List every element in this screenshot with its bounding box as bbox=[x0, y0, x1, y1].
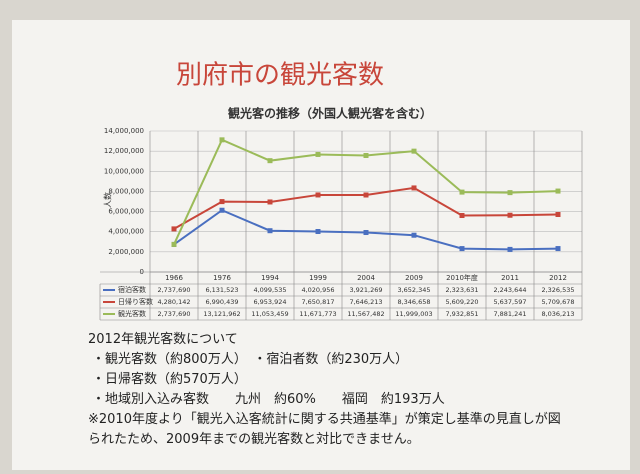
point-marker bbox=[363, 192, 369, 198]
y-tick-label: 12,000,000 bbox=[104, 147, 144, 155]
note: ・日帰客数（約570万人） bbox=[92, 372, 247, 387]
point-marker bbox=[219, 199, 225, 205]
table-cell: 3,921,269 bbox=[349, 286, 382, 294]
table-cell: 8,036,213 bbox=[541, 310, 574, 318]
x-tick-label: 2010年度 bbox=[446, 273, 478, 282]
legend-label: 日帰り客数 bbox=[118, 297, 153, 306]
point-marker bbox=[411, 148, 417, 154]
table-cell: 6,131,523 bbox=[205, 286, 238, 294]
table-cell: 13,121,962 bbox=[203, 310, 240, 318]
table-cell: 5,637,597 bbox=[493, 298, 526, 306]
table-cell: 11,053,459 bbox=[251, 310, 288, 318]
table-cell: 6,953,924 bbox=[253, 298, 286, 306]
table-cell: 4,020,956 bbox=[301, 286, 334, 294]
legend-label: 宿泊客数 bbox=[118, 285, 146, 294]
y-tick-label: 8,000,000 bbox=[108, 187, 144, 195]
x-tick-label: 1966 bbox=[165, 274, 183, 282]
table-cell: 11,671,773 bbox=[299, 310, 336, 318]
point-marker bbox=[507, 246, 513, 252]
table-cell: 11,567,482 bbox=[347, 310, 384, 318]
point-marker bbox=[555, 211, 561, 217]
table-cell: 2,737,690 bbox=[157, 286, 190, 294]
table-cell: 5,709,678 bbox=[541, 298, 574, 306]
point-marker bbox=[411, 232, 417, 238]
point-marker bbox=[363, 230, 369, 236]
x-tick-label: 2012 bbox=[549, 274, 567, 282]
note: ※2010年度より「観光入込客統計に関する共通基準」が策定し基準の見直しが図られ… bbox=[88, 412, 561, 447]
point-marker bbox=[459, 246, 465, 252]
table-cell: 2,737,690 bbox=[157, 310, 190, 318]
table-cell: 7,646,213 bbox=[349, 298, 382, 306]
y-tick-label: 4,000,000 bbox=[108, 228, 144, 236]
point-marker bbox=[267, 199, 273, 205]
point-marker bbox=[171, 226, 177, 232]
table-cell: 4,099,535 bbox=[253, 286, 286, 294]
table-cell: 5,609,220 bbox=[445, 298, 478, 306]
table-cell: 11,999,003 bbox=[395, 310, 432, 318]
x-tick-label: 2004 bbox=[357, 274, 375, 282]
point-marker bbox=[507, 212, 513, 218]
y-axis-label: 人数 bbox=[103, 192, 113, 208]
legend-label: 観光客数 bbox=[118, 309, 146, 318]
table-cell: 7,881,241 bbox=[493, 310, 526, 318]
point-marker bbox=[219, 207, 225, 213]
table-cell: 7,932,851 bbox=[445, 310, 478, 318]
point-marker bbox=[267, 228, 273, 234]
point-marker bbox=[315, 151, 321, 157]
page-title: 別府市の観光客数 bbox=[176, 61, 384, 91]
point-marker bbox=[315, 229, 321, 235]
y-tick-label: 10,000,000 bbox=[104, 167, 144, 175]
note: ・地域別入込み客数 九州 約60% 福岡 約193万人 bbox=[92, 392, 445, 407]
table-cell: 2,323,631 bbox=[445, 286, 478, 294]
point-marker bbox=[507, 190, 513, 196]
y-tick-label: 14,000,000 bbox=[104, 127, 144, 135]
x-tick-label: 1976 bbox=[213, 274, 231, 282]
paper bbox=[12, 20, 630, 470]
point-marker bbox=[267, 158, 273, 164]
x-tick-label: 2009 bbox=[405, 274, 423, 282]
point-marker bbox=[315, 192, 321, 198]
table-cell: 7,650,817 bbox=[301, 298, 334, 306]
note: 2012年観光客数について bbox=[88, 332, 238, 347]
chart-title: 観光客の推移（外国人観光客を含む） bbox=[228, 106, 432, 121]
point-marker bbox=[555, 188, 561, 194]
table-cell: 4,280,142 bbox=[157, 298, 190, 306]
point-marker bbox=[219, 137, 225, 143]
x-tick-label: 2011 bbox=[501, 274, 519, 282]
table-cell: 3,652,345 bbox=[397, 286, 430, 294]
point-marker bbox=[555, 246, 561, 252]
x-tick-label: 1994 bbox=[261, 274, 279, 282]
point-marker bbox=[459, 189, 465, 195]
notes: 2012年観光客数について・観光客数（約800万人） ・宿泊者数（約230万人）… bbox=[88, 330, 568, 450]
table-cell: 2,243,644 bbox=[493, 286, 526, 294]
point-marker bbox=[171, 241, 177, 247]
point-marker bbox=[363, 152, 369, 158]
point-marker bbox=[411, 185, 417, 191]
y-tick-label: 6,000,000 bbox=[108, 208, 144, 216]
note: ・観光客数（約800万人） ・宿泊者数（約230万人） bbox=[92, 352, 409, 367]
table-cell: 2,326,535 bbox=[541, 286, 574, 294]
x-tick-label: 1999 bbox=[309, 274, 327, 282]
table-cell: 6,990,439 bbox=[205, 298, 238, 306]
table-cell: 8,346,658 bbox=[397, 298, 430, 306]
point-marker bbox=[459, 213, 465, 219]
y-tick-label: 2,000,000 bbox=[108, 248, 144, 256]
